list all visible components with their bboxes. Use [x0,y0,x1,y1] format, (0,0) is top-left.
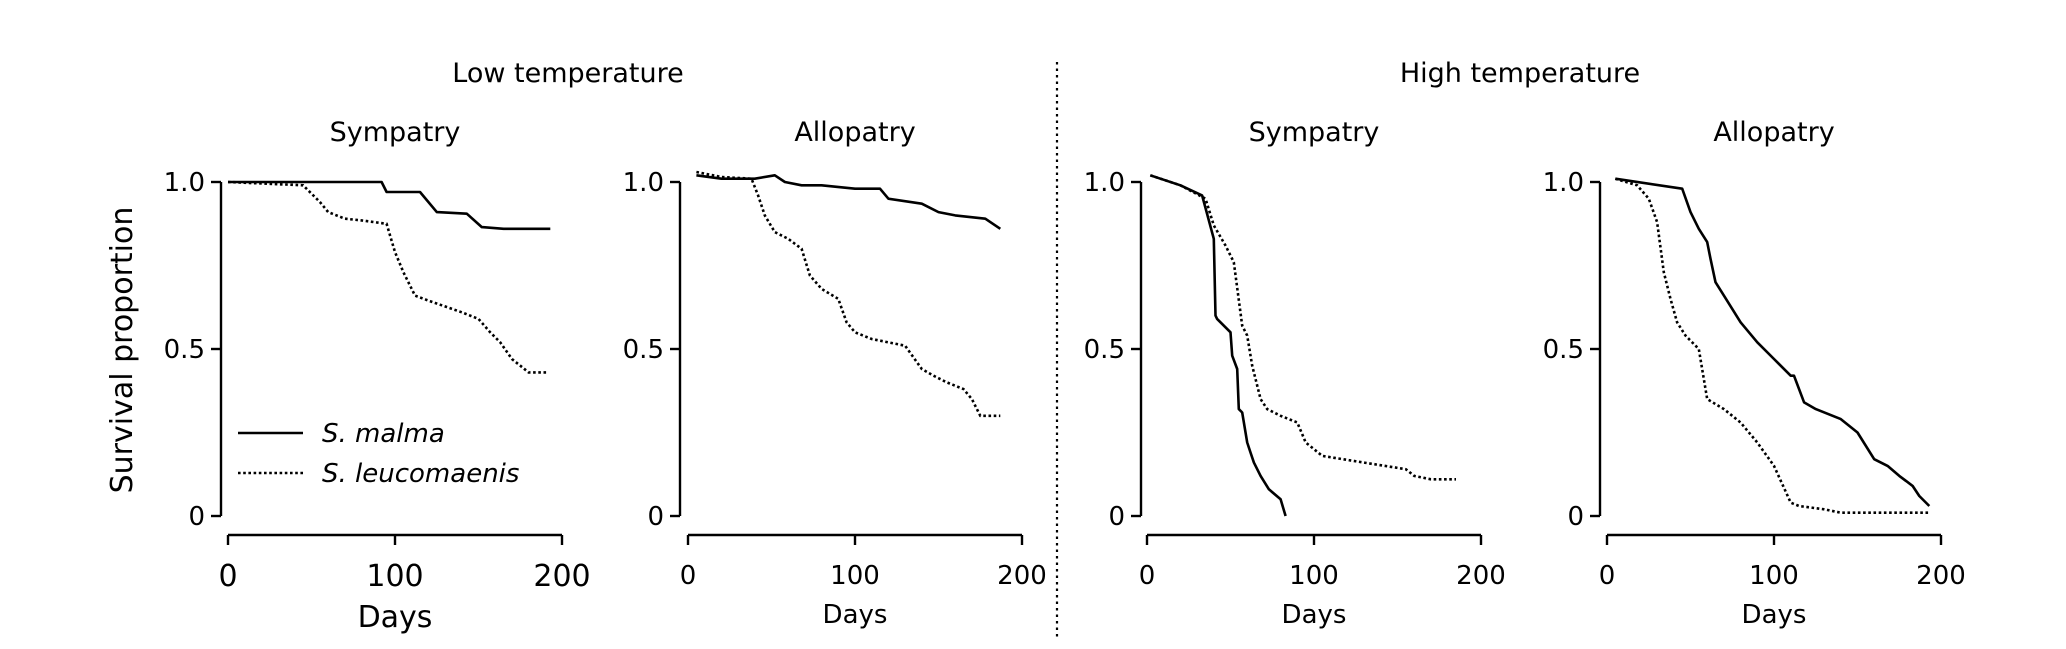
x-tick-label: 0 [680,561,697,591]
x-tick-label: 100 [366,559,423,594]
y-tick-label: 1.0 [164,168,205,198]
y-tick-label: 0 [188,502,205,532]
chart-panel-2: Allopatry 0 0.5 1.0 0 100 200 Days [623,117,1047,630]
panels: Sympatry 0 0.5 1.0 0 100 200 Days Allopatry 0 0.5 1… [164,117,1966,635]
chart-panel-1: Sympatry 0 0.5 1.0 0 100 200 Days [164,117,591,635]
y-tick-label: 0.5 [623,335,664,365]
chart-panel-4: Allopatry 0 0.5 1.0 0 100 200 Days [1543,117,1966,630]
series-line-s-malma [228,180,551,231]
y-tick-label: 0 [1108,502,1125,532]
chart-panel-3: Sympatry 0 0.5 1.0 0 100 200 Days [1084,117,1506,630]
x-tick-label: 100 [1749,561,1799,591]
legend-label-s-leucomaenis: S. leucomaenis [322,459,519,489]
group-title-low-temperature: Low temperature [452,58,683,89]
panel-title: Allopatry [1713,117,1834,148]
y-tick-label: 1.0 [623,168,664,198]
y-tick-label: 1.0 [1543,168,1584,198]
legend-label-s-malma: S. malma [322,419,445,449]
x-tick-label: 0 [1139,561,1156,591]
panel-title: Allopatry [794,117,915,148]
y-tick-label: 0.5 [1543,335,1584,365]
x-tick-label: 200 [1916,561,1966,591]
y-tick-label: 1.0 [1084,168,1125,198]
x-tick-label: 200 [1456,561,1506,591]
x-axis-label: Days [1742,600,1807,630]
y-axis-label: Survival proportion [105,207,140,494]
panel-title: Sympatry [1249,117,1380,148]
x-tick-label: 100 [830,561,880,591]
series-line-s-leucomaenis [696,170,1001,418]
y-tick-label: 0 [647,502,664,532]
x-tick-label: 0 [218,559,237,594]
y-tick-label: 0.5 [164,335,205,365]
group-title-high-temperature: High temperature [1400,58,1640,89]
legend: S. malma S. leucomaenis [238,419,519,489]
x-tick-label: 200 [533,559,590,594]
series-line-s-malma [1615,177,1931,507]
x-axis-label: Days [823,600,888,630]
series-line-s-leucomaenis [227,180,549,374]
x-tick-label: 200 [997,561,1047,591]
series-line-s-leucomaenis [1149,174,1456,481]
y-tick-label: 0.5 [1084,335,1125,365]
series-line-s-malma [1149,174,1287,517]
x-axis-label: Days [358,600,433,635]
x-tick-label: 0 [1599,561,1616,591]
panel-title: Sympatry [330,117,461,148]
x-axis-label: Days [1282,600,1347,630]
x-tick-label: 100 [1289,561,1339,591]
series-line-s-malma [696,174,1002,230]
y-tick-label: 0 [1567,502,1584,532]
